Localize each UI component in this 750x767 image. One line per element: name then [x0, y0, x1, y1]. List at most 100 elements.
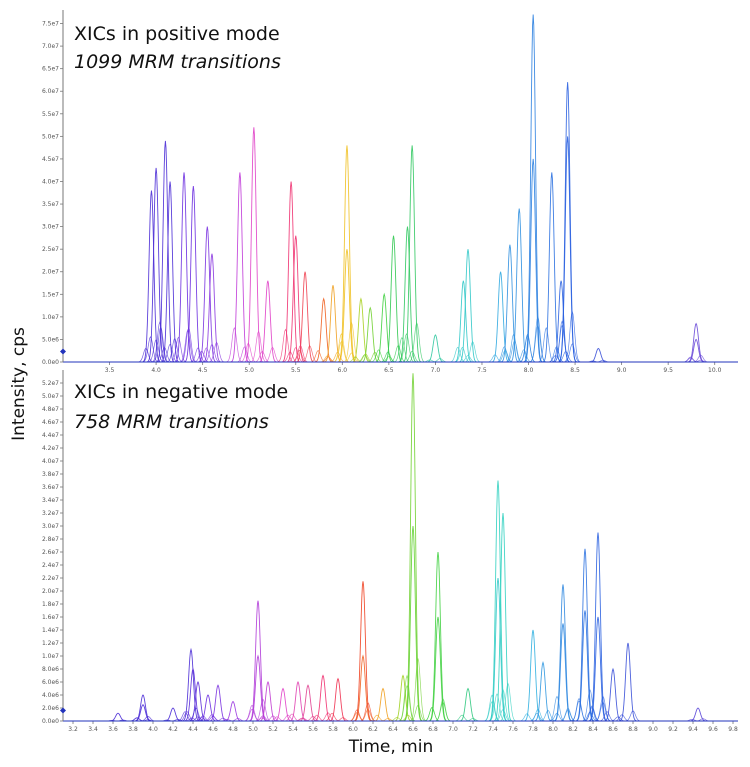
x-tick-label: 5.8	[328, 726, 338, 733]
minor-peak-trace	[493, 688, 513, 722]
y-tick-label: 5.0e6	[42, 336, 59, 343]
minor-peak-trace	[407, 322, 427, 363]
y-tick-label: 2.0e7	[42, 269, 59, 276]
peak-trace	[181, 185, 206, 363]
y-tick-label: 2.0e6	[42, 705, 59, 712]
x-tick-label: 7.2	[468, 726, 478, 733]
minor-peak-trace	[562, 310, 582, 363]
peak-trace	[286, 680, 310, 722]
y-tick-label: 4.0e6	[42, 692, 59, 699]
minor-peak-trace	[536, 326, 556, 363]
peak-trace	[486, 480, 510, 722]
x-tick-label: 7.8	[528, 726, 538, 733]
x-tick-label: 9.4	[688, 726, 698, 733]
peak-trace	[279, 181, 303, 363]
y-tick-label: 2.0e7	[42, 588, 59, 595]
peak-trace	[335, 145, 359, 363]
peak-trace	[271, 687, 295, 722]
positive-y-ticks: 0.0e0 5.0e6 1.0e7 1.5e7 2.0e7 2.5e7 3.0e7 3.5e7…	[42, 21, 63, 366]
x-tick-label: 7.0	[448, 726, 458, 733]
x-tick-label: 7.6	[508, 726, 518, 733]
minor-peak-trace	[249, 330, 268, 363]
peak-trace	[426, 551, 450, 722]
x-tick-label: 6.0	[348, 726, 358, 733]
minor-peak-trace	[580, 689, 600, 722]
peak-trace	[488, 271, 513, 363]
minor-peak-trace	[518, 334, 538, 363]
peak-trace	[531, 661, 555, 722]
y-tick-label: 7.0e7	[42, 43, 59, 50]
minor-peak-trace	[392, 336, 412, 363]
positive-traces	[136, 14, 711, 363]
peak-trace	[601, 667, 625, 722]
positive-mode-panel: 0.0e0 5.0e6 1.0e7 1.5e7 2.0e7 2.5e7 3.0e7 3.5e7…	[42, 10, 738, 374]
minor-peak-trace	[207, 341, 227, 363]
y-tick-label: 1.5e7	[42, 291, 59, 298]
x-tick-label: 8.2	[568, 726, 578, 733]
minor-peak-trace	[342, 322, 362, 363]
x-tick-label: 5.0	[244, 367, 254, 374]
y-tick-label: 1.0e7	[42, 653, 59, 660]
minor-peak-trace	[463, 341, 483, 363]
positive-subtitle: 1099 MRM transitions	[74, 51, 281, 73]
peak-trace	[221, 700, 245, 722]
minor-peak-trace	[504, 333, 524, 363]
peak-trace	[555, 82, 580, 363]
x-tick-label: 3.4	[88, 726, 98, 733]
y-tick-label: 3.0e7	[42, 224, 59, 231]
y-tick-label: 4.2e7	[42, 445, 59, 452]
peak-trace	[381, 235, 406, 363]
y-tick-label: 3.8e7	[42, 471, 59, 478]
negative-mode-panel: 0.0e0 2.0e6 4.0e6 6.0e6 8.0e6 1.0e7 1.2e7 1.4e7…	[42, 370, 738, 733]
x-tick-label: 6.6	[408, 726, 418, 733]
y-tick-label: 4.8e7	[42, 406, 59, 413]
minor-peak-trace	[552, 320, 572, 363]
y-tick-label: 1.4e7	[42, 627, 59, 634]
x-tick-label: 4.8	[228, 726, 238, 733]
peak-trace	[106, 712, 130, 722]
peak-trace	[246, 600, 270, 722]
y-tick-label: 8.0e6	[42, 666, 59, 673]
peak-trace	[684, 338, 708, 363]
peak-trace	[153, 140, 178, 363]
minor-peak-trace	[397, 333, 417, 363]
y-tick-label: 5.5e7	[42, 111, 59, 118]
minor-peak-trace	[547, 695, 567, 722]
peak-trace	[686, 707, 710, 722]
y-tick-label: 0.0e0	[42, 359, 59, 366]
x-tick-label: 6.5	[384, 367, 394, 374]
y-tick-label: 2.4e7	[42, 562, 59, 569]
y-tick-label: 0.0e0	[42, 718, 59, 725]
x-tick-label: 8.4	[588, 726, 598, 733]
minor-peak-trace	[178, 329, 198, 363]
y-tick-label: 2.5e7	[42, 246, 59, 253]
peak-trace	[423, 334, 448, 363]
peak-trace	[551, 584, 575, 722]
y-tick-label: 5.2e7	[42, 380, 59, 387]
x-tick-label: 9.8	[728, 726, 738, 733]
x-tick-label: 4.5	[198, 367, 208, 374]
x-tick-label: 8.6	[608, 726, 618, 733]
minor-peak-trace	[160, 343, 180, 363]
minor-peak-trace	[146, 339, 166, 363]
peak-trace	[426, 616, 450, 722]
y-axis-label: Intensity, cps	[9, 327, 29, 441]
x-tick-label: 8.0	[524, 367, 534, 374]
negative-title: XICs in negative mode	[74, 381, 288, 403]
y-tick-label: 4.6e7	[42, 419, 59, 426]
x-tick-label: 9.6	[708, 726, 718, 733]
peak-trace	[401, 373, 425, 722]
peak-trace	[456, 687, 480, 722]
y-tick-label: 2.8e7	[42, 536, 59, 543]
peak-trace	[555, 136, 580, 363]
peak-trace	[549, 280, 573, 363]
x-tick-label: 6.0	[338, 367, 348, 374]
peak-trace	[616, 642, 640, 722]
y-tick-label: 6.0e7	[42, 88, 59, 95]
minor-peak-trace	[482, 694, 502, 722]
y-tick-label: 4.0e7	[42, 178, 59, 185]
x-tick-label: 3.6	[108, 726, 118, 733]
peak-trace	[228, 172, 252, 363]
y-tick-label: 6.0e6	[42, 679, 59, 686]
